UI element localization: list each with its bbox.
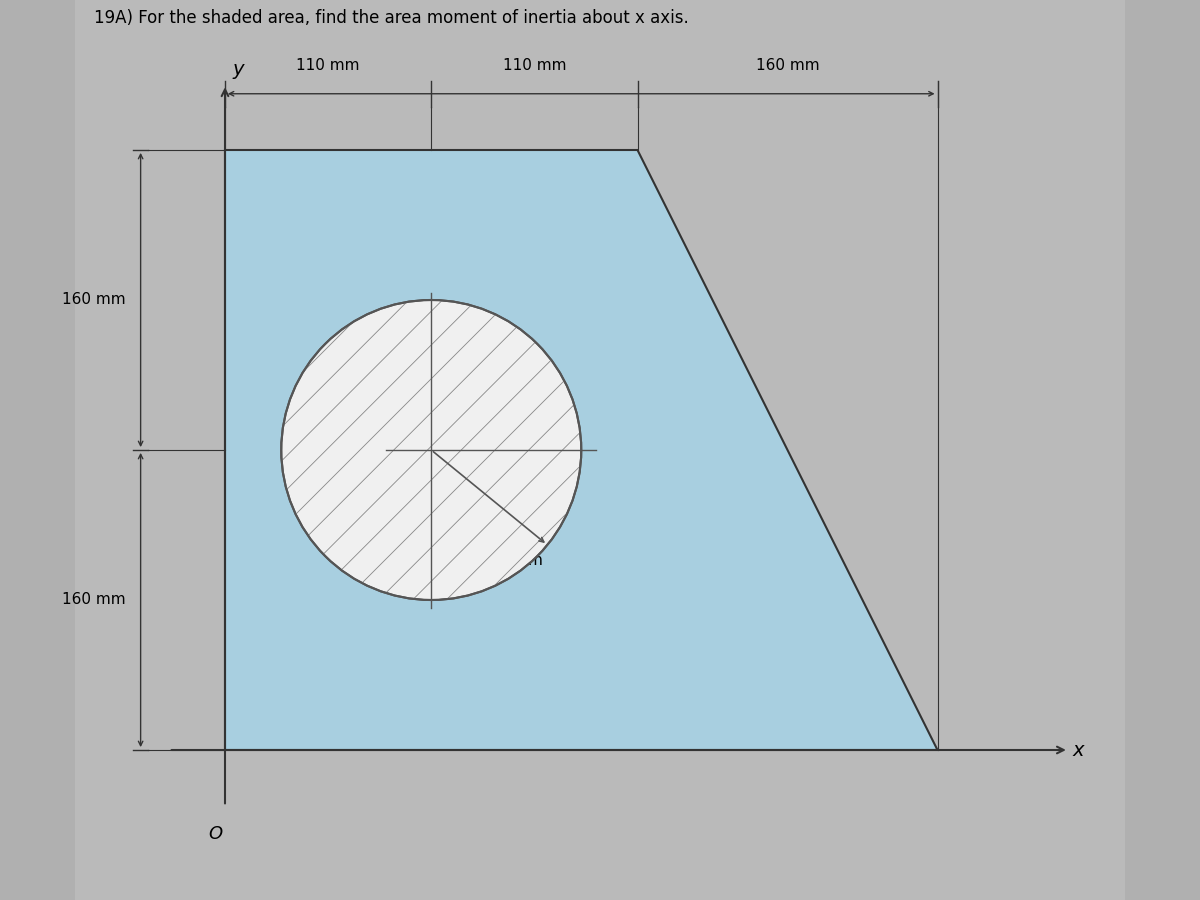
Text: 160 mm: 160 mm <box>62 292 126 308</box>
Text: 19A) For the shaded area, find the area moment of inertia about x axis.: 19A) For the shaded area, find the area … <box>94 9 689 27</box>
Text: 110 mm: 110 mm <box>296 58 360 73</box>
Text: 80 mm: 80 mm <box>488 554 542 568</box>
Text: 110 mm: 110 mm <box>503 58 566 73</box>
FancyBboxPatch shape <box>74 0 1126 900</box>
Text: 160 mm: 160 mm <box>62 592 126 608</box>
Text: y: y <box>233 59 244 79</box>
Circle shape <box>281 300 581 600</box>
Text: O: O <box>209 825 223 843</box>
Text: 160 mm: 160 mm <box>756 58 820 73</box>
Text: x: x <box>1073 741 1084 760</box>
Polygon shape <box>226 150 937 750</box>
